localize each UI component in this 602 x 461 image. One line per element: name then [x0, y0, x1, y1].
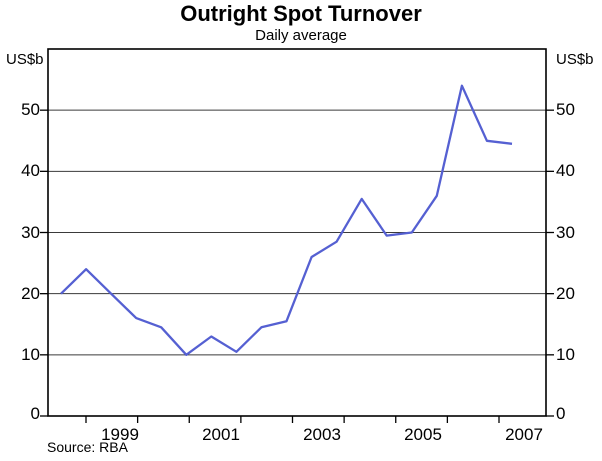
y-axis-label-right-40: 40: [556, 161, 575, 181]
x-axis-label-2001: 2001: [202, 425, 240, 444]
y-axis-unit-left: US$b: [6, 51, 44, 68]
y-axis-label-right-20: 20: [556, 283, 575, 303]
source-note: Source: RBA: [47, 439, 128, 455]
x-axis-label-2007: 2007: [505, 425, 543, 444]
y-axis-label-left-30: 30: [21, 222, 40, 242]
data-line: [60, 84, 513, 356]
chart-subtitle: Daily average: [255, 27, 347, 44]
y-axis-label-right-50: 50: [556, 100, 575, 120]
y-axis-label-right-10: 10: [556, 344, 575, 364]
y-axis-label-left-50: 50: [21, 100, 40, 120]
y-axis-label-left-0: 0: [30, 404, 40, 423]
x-axis-label-1999: 1999: [101, 425, 139, 444]
y-axis-label-left-40: 40: [21, 161, 40, 181]
y-axis-label-right-30: 30: [556, 222, 575, 242]
y-axis-label-left-20: 20: [21, 283, 40, 303]
y-axis-unit-right: US$b: [556, 51, 594, 68]
x-axis-label-2005: 2005: [404, 425, 442, 444]
y-axis-label-right-0: 0: [556, 404, 566, 423]
chart-title: Outright Spot Turnover: [180, 1, 422, 26]
y-axis-label-left-10: 10: [21, 344, 40, 364]
x-axis-label-2003: 2003: [303, 425, 341, 444]
